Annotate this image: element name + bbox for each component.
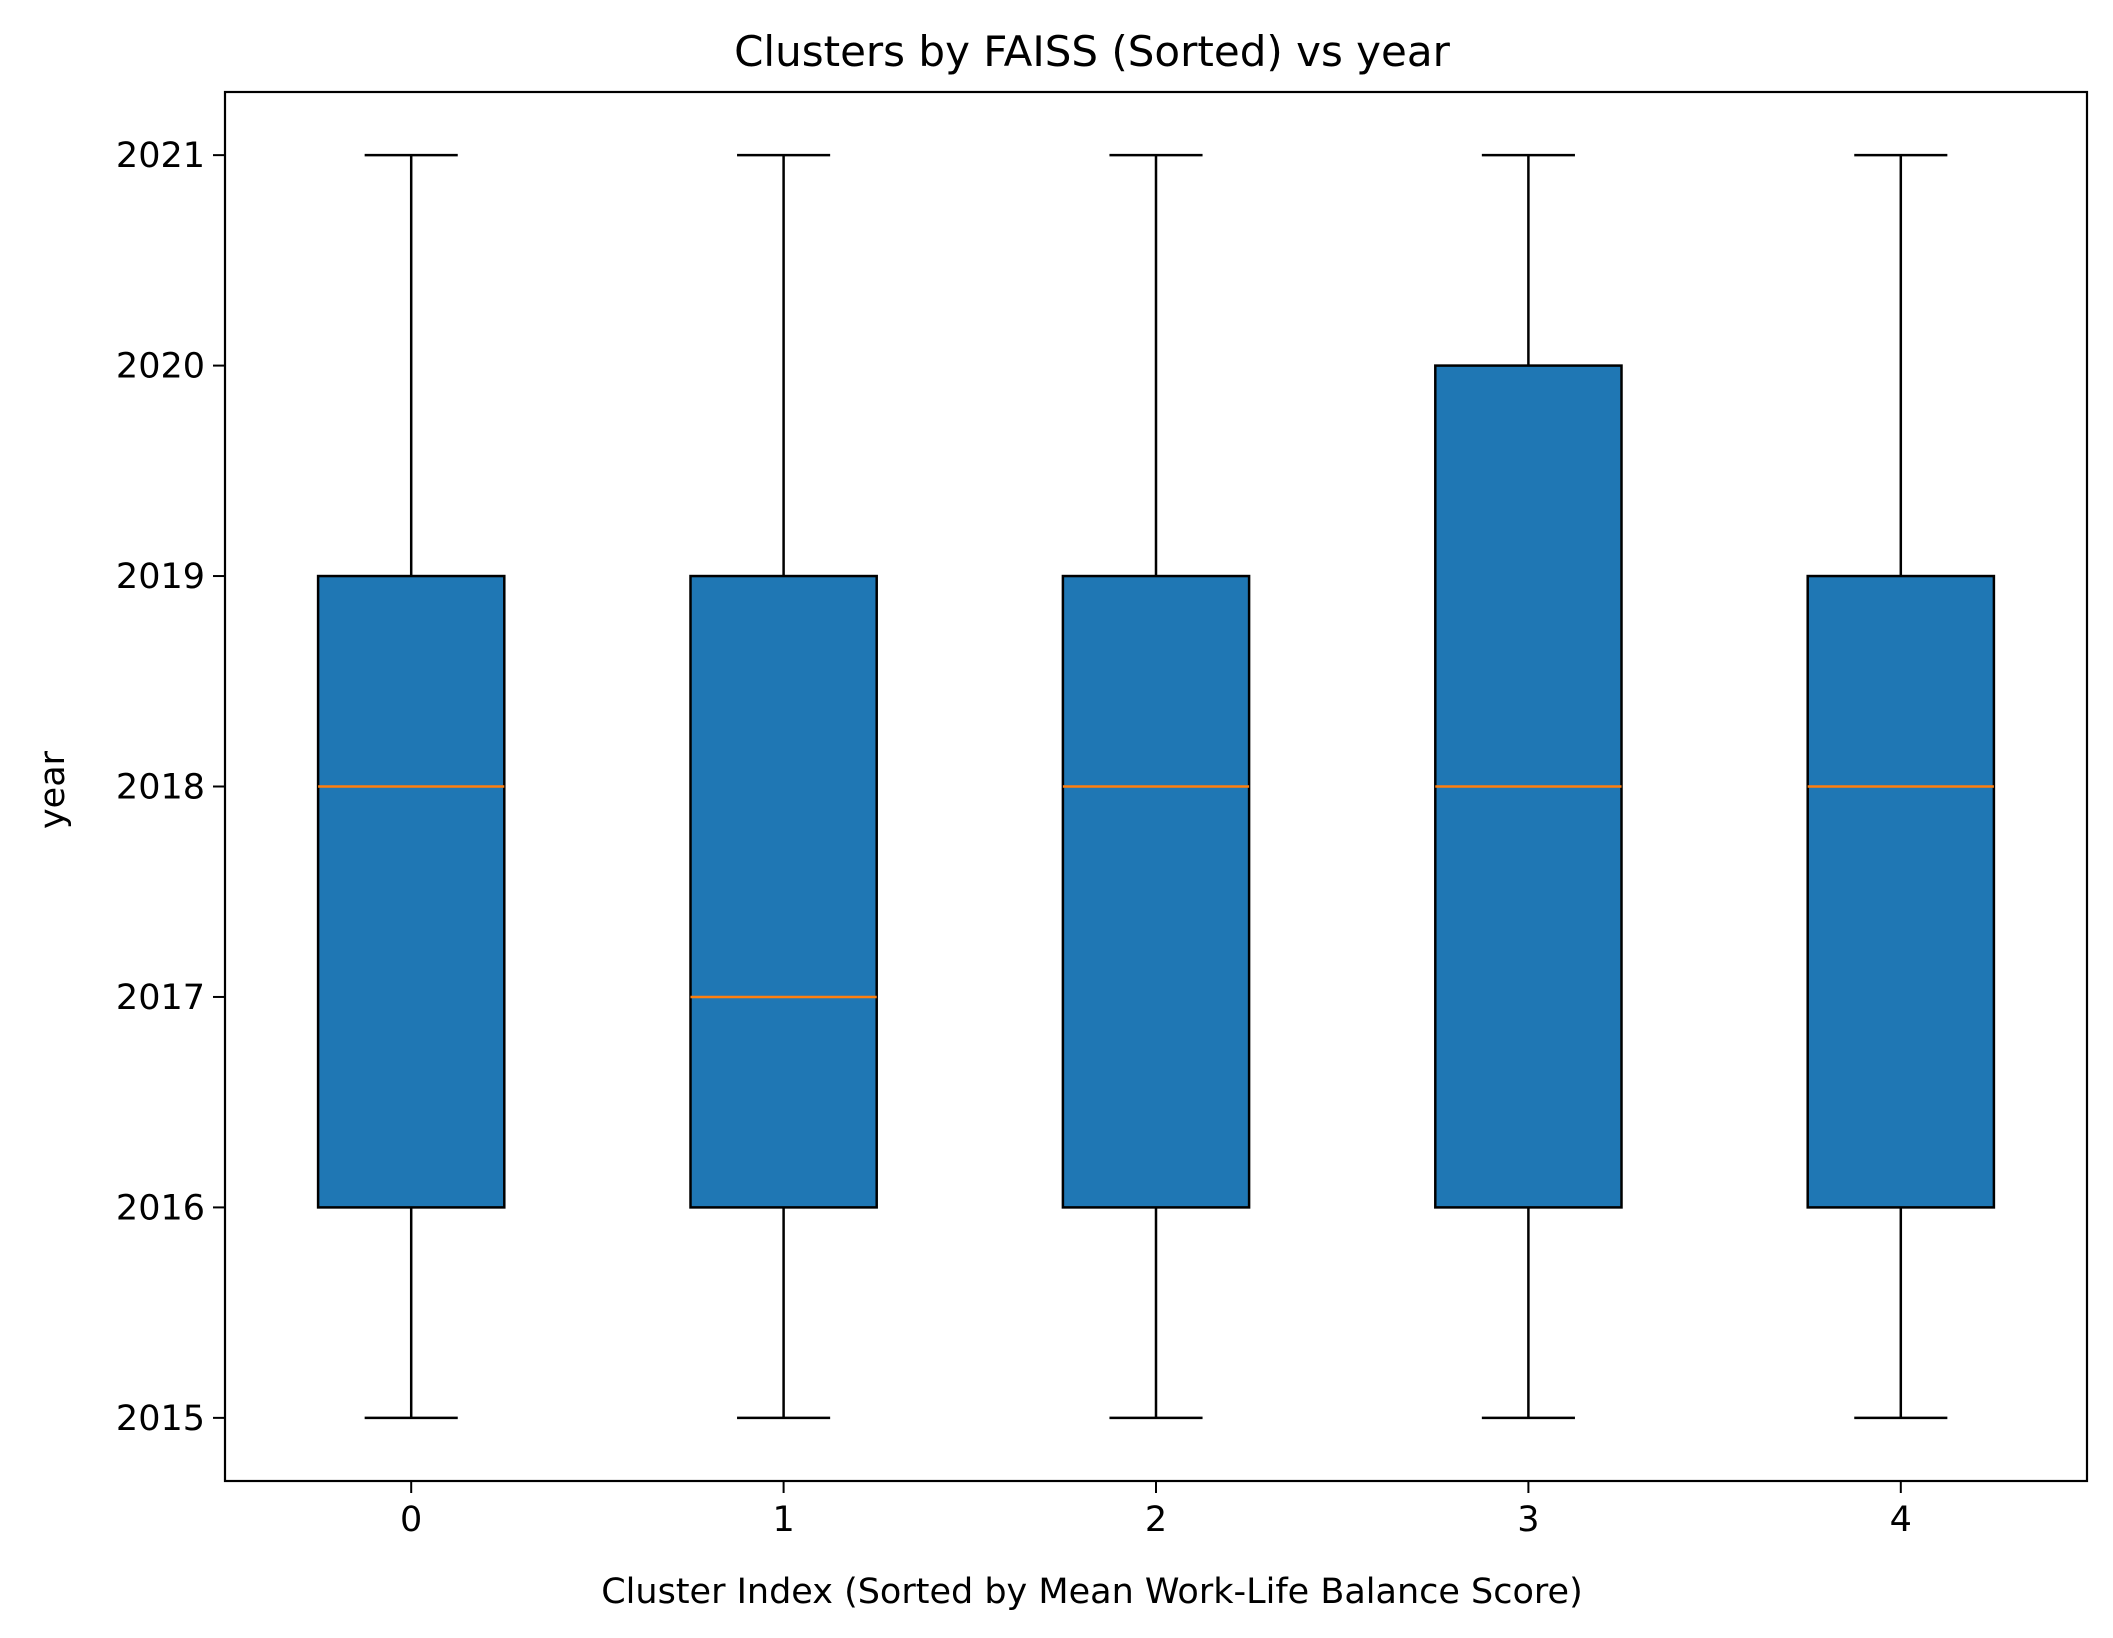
box-body — [1061, 574, 1251, 1209]
plot-frame — [223, 90, 2089, 1483]
box-body — [689, 574, 878, 1209]
y-tick-label: 2015 — [116, 1399, 205, 1439]
box-body — [316, 574, 506, 1209]
y-tick-label: 2020 — [116, 347, 205, 387]
x-tick-label: 0 — [400, 1500, 422, 1540]
x-axis-label: Cluster Index (Sorted by Mean Work-Life … — [601, 1572, 1583, 1612]
y-tick-label: 2016 — [116, 1188, 205, 1228]
y-tick-label: 2021 — [116, 136, 205, 176]
x-tick-label: 2 — [1145, 1500, 1167, 1540]
y-tick-label: 2019 — [116, 557, 205, 597]
box-body — [1806, 574, 1996, 1209]
x-tick-label: 3 — [1517, 1500, 1539, 1540]
y-axis-label: year — [33, 750, 73, 829]
plot-area: 2015 2016 2017 2018 2019 2020 2021 0 1 2 3 4 — [116, 136, 1996, 1540]
chart-title: Clusters by FAISS (Sorted) vs year — [734, 27, 1450, 76]
y-tick-label: 2018 — [116, 768, 205, 808]
x-tick-label: 4 — [1890, 1500, 1912, 1540]
x-tick-label: 1 — [772, 1500, 794, 1540]
y-tick-label: 2017 — [116, 978, 205, 1018]
